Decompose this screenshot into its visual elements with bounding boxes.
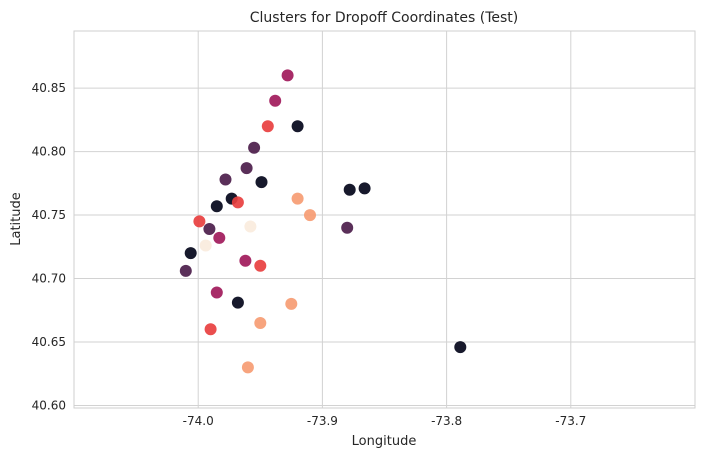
grid-lines (74, 31, 695, 408)
data-point (193, 215, 206, 228)
data-point (210, 200, 223, 213)
x-tick-label: -74.0 (183, 414, 214, 428)
data-point (213, 231, 226, 244)
data-point (285, 297, 298, 310)
y-tick-label: 40.60 (32, 398, 66, 412)
data-point (204, 323, 217, 336)
data-point (304, 209, 316, 222)
x-tick-labels: -74.0 -73.9 -73.8 -73.7 (183, 414, 587, 428)
data-point (231, 196, 244, 209)
data-point (244, 220, 257, 233)
x-tick-label: -73.8 (431, 414, 462, 428)
data-point (341, 221, 354, 234)
x-tick-label: -73.7 (555, 414, 586, 428)
data-points (179, 69, 467, 374)
data-point (203, 223, 216, 235)
data-point (291, 192, 304, 205)
data-point (343, 183, 356, 196)
data-point (281, 69, 294, 82)
data-point (291, 120, 304, 133)
y-tick-label: 40.65 (32, 335, 66, 349)
data-point (248, 141, 261, 154)
data-point (358, 182, 371, 195)
data-point (231, 296, 244, 309)
data-point (255, 176, 268, 189)
data-point (254, 317, 267, 329)
y-tick-labels: 40.60 40.65 40.70 40.75 40.80 40.85 (32, 81, 66, 412)
data-point (254, 259, 267, 272)
data-point (240, 162, 253, 175)
data-point (199, 239, 212, 252)
data-point (454, 341, 467, 354)
data-point (219, 173, 232, 186)
y-axis-label: Latitude (9, 192, 24, 246)
plot-area (74, 31, 695, 408)
data-point (179, 264, 192, 277)
data-point (184, 247, 197, 260)
data-point (241, 361, 254, 374)
y-tick-label: 40.85 (32, 81, 66, 95)
y-tick-label: 40.80 (32, 145, 66, 159)
data-point (261, 120, 274, 133)
chart-title: Clusters for Dropoff Coordinates (Test) (250, 10, 518, 26)
data-point (269, 94, 282, 107)
x-tick-label: -73.9 (307, 414, 338, 428)
x-axis-label: Longitude (352, 434, 417, 449)
y-tick-label: 40.70 (32, 272, 66, 286)
y-tick-label: 40.75 (32, 208, 66, 222)
data-point (210, 286, 223, 299)
data-point (239, 254, 252, 267)
plot-frame (73, 30, 696, 409)
